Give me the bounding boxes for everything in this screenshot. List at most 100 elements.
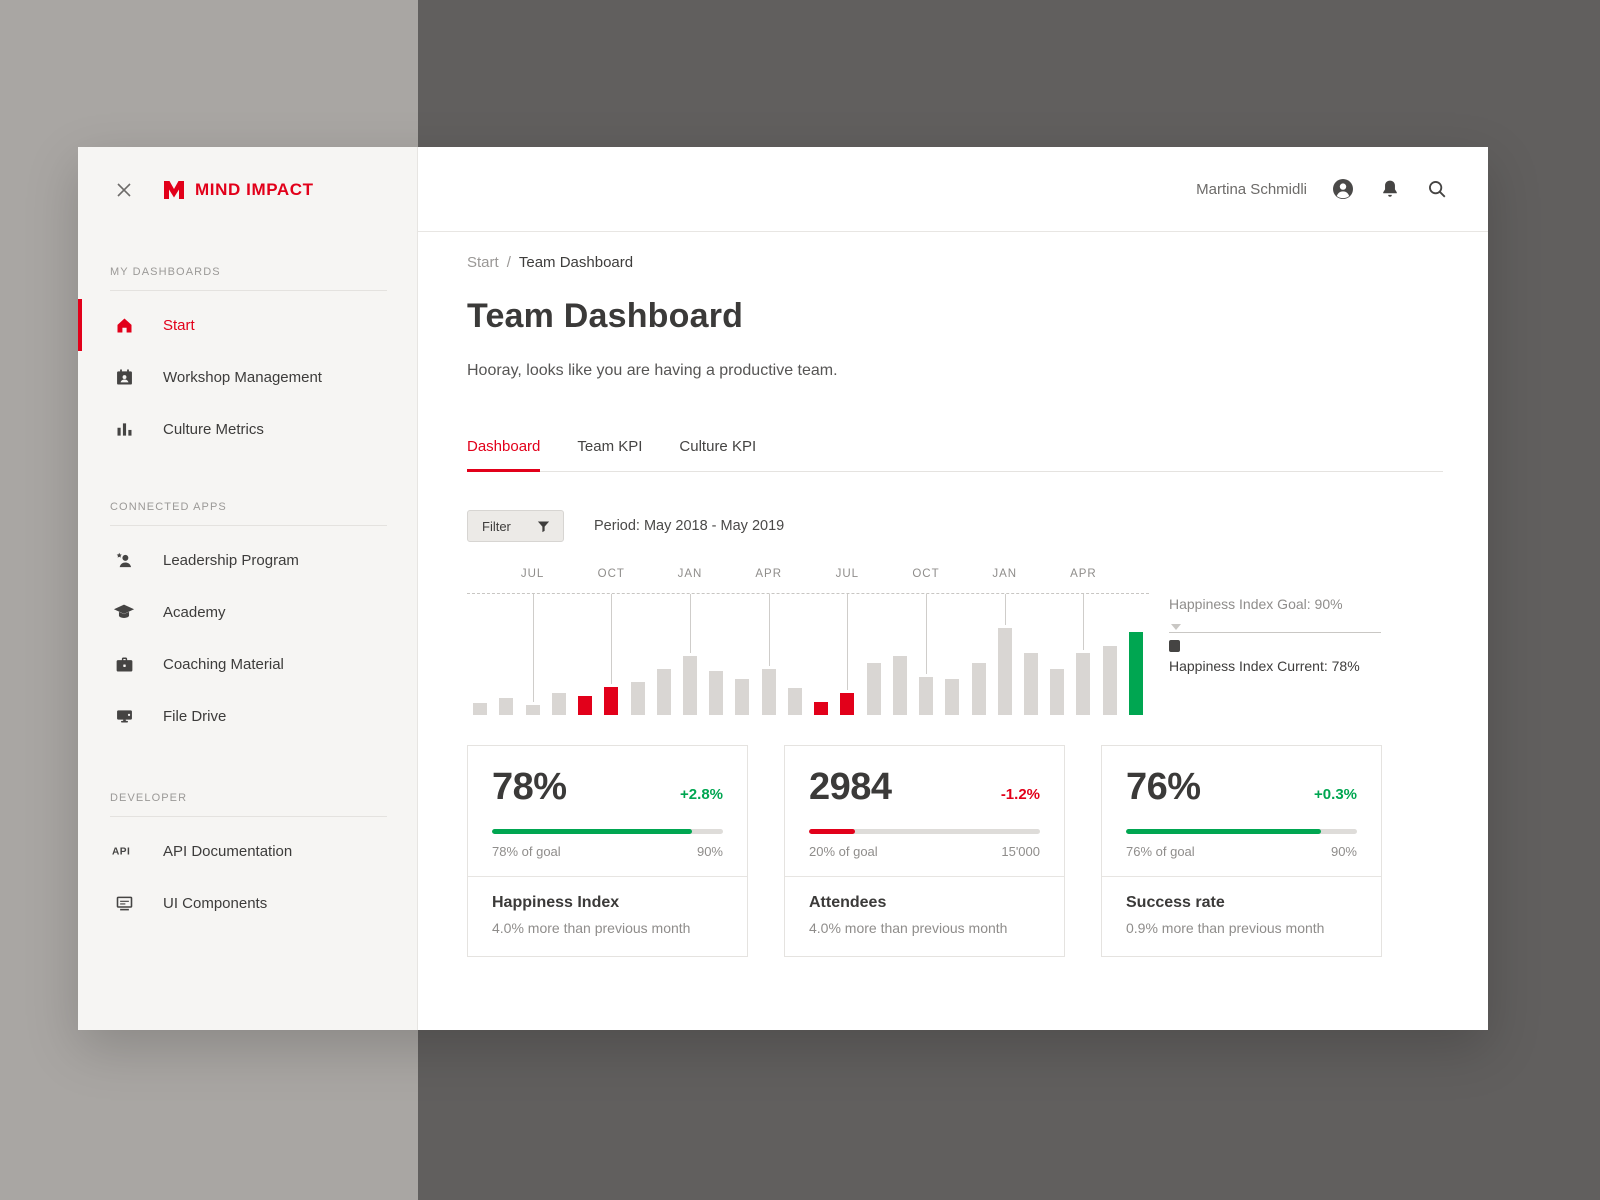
legend-goal-label: Happiness Index Goal: 90%: [1169, 596, 1343, 612]
chart-bar: [656, 669, 671, 715]
sidebar-item-academy[interactable]: Academy: [78, 586, 417, 638]
app-window: MIND IMPACT MY DASHBOARDS Start: [78, 147, 1488, 1030]
kpi-delta: -1.2%: [1000, 786, 1040, 803]
current-marker-icon: [1169, 640, 1180, 652]
tab-dashboard[interactable]: Dashboard: [467, 438, 541, 472]
chart-bar: [683, 656, 697, 715]
period-label: Period: May 2018 - May 2019: [594, 518, 785, 534]
sidebar-item-workshop-management[interactable]: Workshop Management: [78, 351, 417, 403]
chart-bar: [735, 679, 750, 715]
kpi-title: Success rate: [1126, 894, 1225, 911]
person-star-icon: [112, 548, 136, 572]
chart-tick-line: [690, 594, 691, 653]
chart-tick-line: [847, 594, 849, 690]
tab-bar: Dashboard Team KPI Culture KPI: [467, 438, 1443, 472]
chart-bar: [525, 705, 540, 715]
breadcrumb-separator: /: [506, 254, 511, 271]
sidebar-item-label: Start: [163, 316, 195, 334]
chart-legend: Happiness Index Goal: 90% Happiness Inde…: [1169, 568, 1443, 715]
goal-line: [1169, 632, 1381, 633]
app-logo[interactable]: MIND IMPACT: [162, 179, 314, 201]
chart-bar: [1050, 669, 1065, 715]
kpi-delta: +0.3%: [1314, 786, 1357, 803]
chart-tick-label: APR: [755, 568, 783, 580]
bell-icon[interactable]: [1377, 176, 1403, 202]
chart-bar: [787, 688, 802, 715]
page-title: Team Dashboard: [467, 297, 744, 335]
chart-bar: [919, 677, 933, 715]
chart-tick-line: [1004, 594, 1006, 625]
chart-bar: [630, 682, 645, 715]
chart-bar: [1102, 646, 1117, 715]
sidebar-item-label: File Drive: [163, 707, 227, 725]
kpi-value: 78%: [492, 766, 567, 808]
drive-icon: [112, 704, 136, 728]
goal-percent-label: 78% of goal: [492, 844, 561, 859]
chart-tick-label: OCT: [912, 568, 940, 580]
goal-marker-triangle-icon: [1171, 624, 1181, 630]
tab-team-kpi[interactable]: Team KPI: [577, 438, 643, 455]
goal-percent-label: 76% of goal: [1126, 844, 1195, 859]
legend-current-label: Happiness Index Current: 78%: [1169, 658, 1360, 674]
chart-bar: [814, 702, 829, 715]
close-icon[interactable]: [108, 174, 140, 206]
filter-button[interactable]: Filter: [467, 510, 564, 542]
home-icon: [112, 313, 136, 337]
chart-tick-line: [1083, 594, 1085, 650]
breadcrumb: Start / Team Dashboard: [467, 254, 1443, 271]
breadcrumb-root[interactable]: Start: [467, 254, 499, 271]
chart-tick-label: OCT: [597, 568, 625, 580]
kpi-value: 2984: [809, 766, 892, 808]
goal-percent-label: 20% of goal: [809, 844, 878, 859]
card-divider: [785, 876, 1064, 877]
chart-tick-line: [768, 594, 770, 666]
user-name[interactable]: Martina Schmidli: [1196, 180, 1307, 198]
chart-tick-label: JUL: [835, 568, 860, 580]
sidebar-item-file-drive[interactable]: File Drive: [78, 690, 417, 742]
logo-mark-icon: [164, 180, 184, 199]
chart-tick-label: JUL: [520, 568, 545, 580]
logo-text: MIND IMPACT: [195, 179, 314, 199]
chart-bar: [945, 679, 960, 715]
kpi-card-success-rate: 76% +0.3% 76% of goal 90% Success rate 0…: [1101, 745, 1382, 957]
sidebar-item-coaching-material[interactable]: Coaching Material: [78, 638, 417, 690]
sidebar-item-leadership-program[interactable]: Leadership Program: [78, 534, 417, 586]
chart-tick-label: APR: [1070, 568, 1097, 580]
goal-max-label: 90%: [1330, 844, 1357, 859]
chart-tick-line: [611, 594, 613, 684]
bar-chart-area: [467, 593, 1149, 715]
card-divider: [1102, 876, 1381, 877]
sidebar-item-api-documentation[interactable]: API API Documentation: [78, 825, 417, 877]
kpi-title: Attendees: [809, 894, 887, 911]
chart-bar: [709, 671, 724, 715]
main-area: Martina Schmidli: [418, 147, 1488, 1030]
chart-bar: [551, 693, 566, 715]
api-icon: API: [112, 839, 136, 863]
chart-tick-line: [532, 594, 534, 702]
kpi-subtitle: 0.9% more than previous month: [1126, 920, 1325, 936]
chart-tick-line: [926, 594, 927, 674]
content: Start / Team Dashboard Team Dashboard Ho…: [418, 232, 1488, 957]
sidebar-item-ui-components[interactable]: UI Components: [78, 877, 417, 929]
kpi-subtitle: 4.0% more than previous month: [809, 920, 1008, 936]
chart-bar: [892, 656, 907, 715]
chart-bar: [604, 687, 619, 715]
filter-button-label: Filter: [482, 518, 511, 534]
chart-tick-label: JAN: [992, 568, 1018, 580]
chart-bar: [473, 703, 488, 715]
sidebar-item-start[interactable]: Start: [78, 299, 417, 351]
section-label: CONNECTED APPS: [110, 501, 387, 526]
funnel-icon: [536, 519, 551, 534]
sidebar-item-label: UI Components: [163, 894, 268, 912]
kpi-delta: +2.8%: [680, 786, 723, 803]
sidebar-item-culture-metrics[interactable]: Culture Metrics: [78, 403, 417, 455]
tab-culture-kpi[interactable]: Culture KPI: [679, 438, 757, 455]
kpi-card-attendees: 2984 -1.2% 20% of goal 15'000 Attendees …: [784, 745, 1065, 957]
goal-max-label: 15'000: [1001, 844, 1040, 859]
goal-max-label: 90%: [696, 844, 723, 859]
search-icon[interactable]: [1424, 176, 1450, 202]
avatar-icon[interactable]: [1330, 176, 1356, 202]
sidebar-section-my-dashboards: MY DASHBOARDS Start: [78, 266, 417, 455]
graduation-cap-icon: [112, 600, 136, 624]
sidebar-item-label: Workshop Management: [163, 368, 322, 386]
